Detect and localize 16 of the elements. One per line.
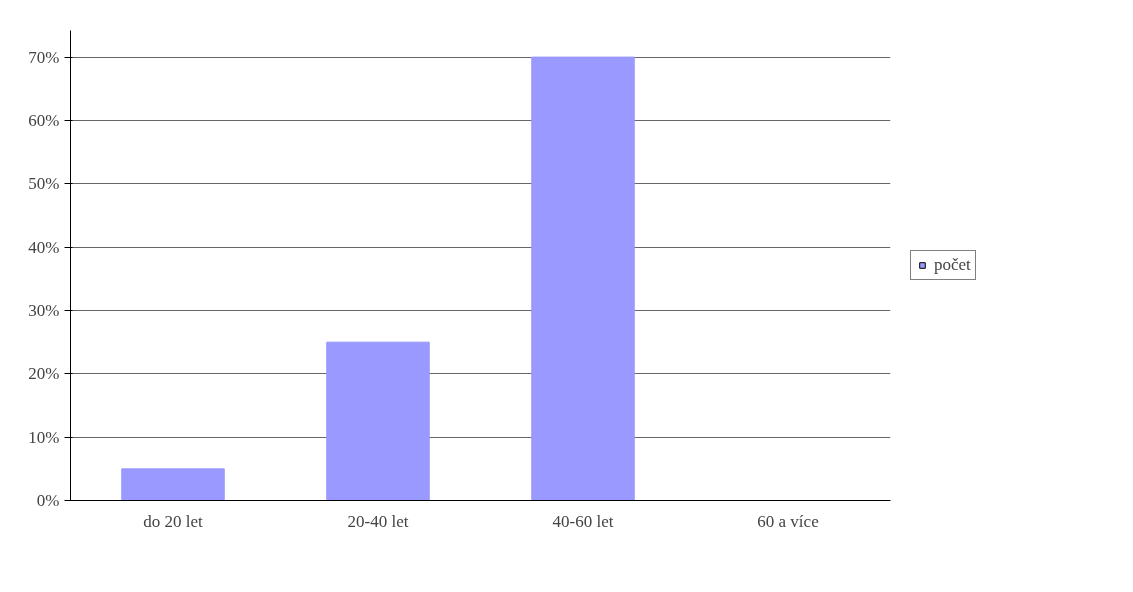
y-tick-label: 10% xyxy=(28,427,60,447)
y-tick-label: 50% xyxy=(28,174,60,194)
x-tick-label: 60 a více xyxy=(757,511,819,531)
y-tick-label: 20% xyxy=(28,364,60,384)
x-tick-label: 40-60 let xyxy=(552,511,614,531)
y-tick-label: 0% xyxy=(36,491,60,510)
x-tick-label: 20-40 let xyxy=(347,511,409,531)
y-tick-label: 70% xyxy=(28,47,60,67)
bar xyxy=(326,341,430,501)
legend-label: počet xyxy=(934,255,971,275)
bar xyxy=(531,56,635,501)
x-tick-label: do 20 let xyxy=(143,511,204,531)
bar xyxy=(121,468,225,501)
y-tick-label: 40% xyxy=(28,237,60,257)
y-tick-label: 30% xyxy=(28,300,60,320)
y-tick-label: 60% xyxy=(28,110,60,130)
